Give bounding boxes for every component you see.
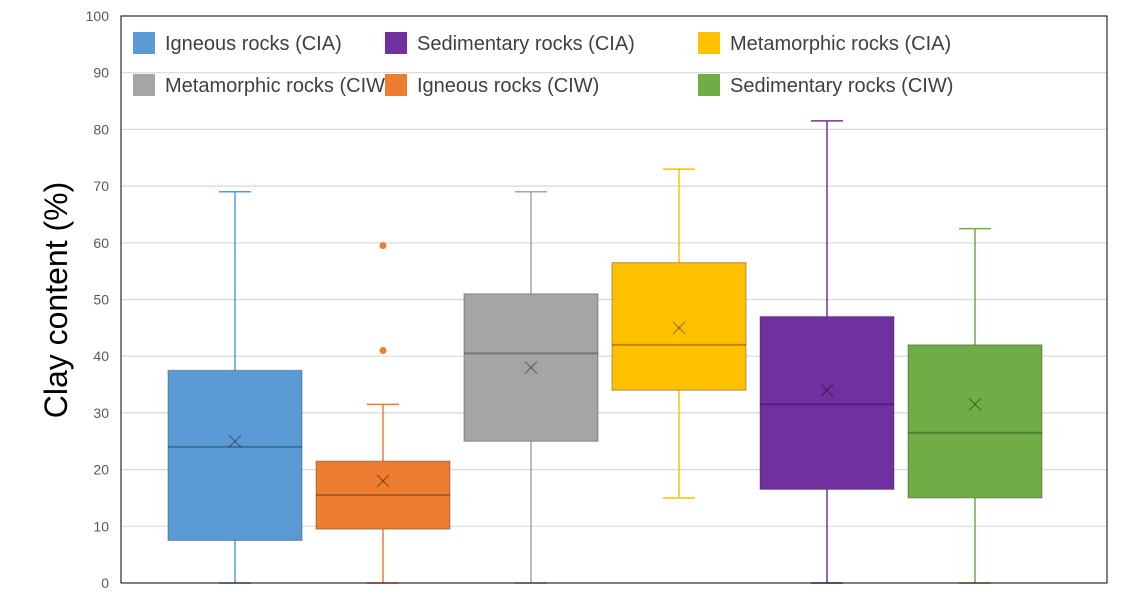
y-tick-label: 80 bbox=[93, 121, 109, 137]
mean-marker-a bbox=[524, 361, 538, 375]
legend-label: Sedimentary rocks (CIW) bbox=[730, 75, 953, 97]
legend-item: Metamorphic rocks (CIA) bbox=[698, 32, 951, 55]
mean-marker-a bbox=[820, 383, 834, 397]
mean-marker-b bbox=[968, 397, 982, 411]
legend-label: Sedimentary rocks (CIA) bbox=[417, 33, 635, 55]
mean-marker-b bbox=[524, 361, 538, 375]
y-axis-tick-labels: 0 10 20 30 40 50 60 70 80 90 100 bbox=[86, 8, 110, 591]
y-tick-label: 90 bbox=[93, 65, 109, 81]
outlier-point bbox=[379, 242, 387, 250]
box-6 bbox=[907, 227, 1043, 584]
legend-item: Metamorphic rocks (CIW) bbox=[133, 74, 392, 97]
box-iqr bbox=[463, 293, 599, 442]
legend-label: Metamorphic rocks (CIW) bbox=[165, 75, 392, 97]
box-iqr bbox=[315, 460, 451, 530]
legend-swatch bbox=[385, 74, 407, 96]
y-tick-label: 30 bbox=[93, 405, 109, 421]
y-tick-label: 60 bbox=[93, 235, 109, 251]
legend-label: Igneous rocks (CIA) bbox=[165, 33, 342, 55]
mean-marker-b bbox=[228, 434, 242, 448]
box-1 bbox=[167, 191, 303, 584]
y-tick-label: 20 bbox=[93, 462, 109, 478]
legend-swatch bbox=[133, 32, 155, 54]
legend-label: Igneous rocks (CIW) bbox=[417, 75, 599, 97]
box-iqr bbox=[759, 315, 895, 491]
y-tick-label: 50 bbox=[93, 292, 109, 308]
mean-marker-a bbox=[376, 474, 390, 488]
legend-item: Sedimentary rocks (CIA) bbox=[385, 32, 635, 55]
box-3 bbox=[463, 191, 599, 584]
y-tick-label: 100 bbox=[86, 8, 110, 24]
legend-swatch bbox=[385, 32, 407, 54]
legend-item: Sedimentary rocks (CIW) bbox=[698, 74, 953, 97]
outlier-point bbox=[379, 347, 387, 355]
legend-item: Igneous rocks (CIW) bbox=[385, 74, 599, 97]
y-tick-label: 40 bbox=[93, 348, 109, 364]
mean-marker-a bbox=[672, 321, 686, 335]
legend: Igneous rocks (CIA) Metamorphic rocks (CI… bbox=[133, 32, 953, 97]
mean-marker-a bbox=[968, 397, 982, 411]
legend-item: Igneous rocks (CIA) bbox=[133, 32, 342, 55]
y-tick-label: 10 bbox=[93, 518, 109, 534]
mean-marker-b bbox=[376, 474, 390, 488]
y-tick-label: 70 bbox=[93, 178, 109, 194]
plot-frame bbox=[120, 15, 1108, 584]
box-plot-series bbox=[167, 120, 1043, 584]
box-5 bbox=[759, 120, 895, 584]
legend-label: Metamorphic rocks (CIA) bbox=[730, 33, 951, 55]
legend-swatch bbox=[698, 32, 720, 54]
mean-marker-a bbox=[228, 434, 242, 448]
legend-swatch bbox=[698, 74, 720, 96]
legend-swatch bbox=[133, 74, 155, 96]
mean-marker-b bbox=[672, 321, 686, 335]
box-4 bbox=[611, 168, 747, 499]
box-iqr bbox=[611, 262, 747, 391]
y-tick-label: 0 bbox=[101, 575, 109, 591]
y-axis-title: Clay content (%) bbox=[38, 182, 74, 419]
box-iqr bbox=[167, 369, 303, 542]
box-2 bbox=[315, 242, 451, 584]
box-iqr bbox=[907, 344, 1043, 499]
mean-marker-b bbox=[820, 383, 834, 397]
